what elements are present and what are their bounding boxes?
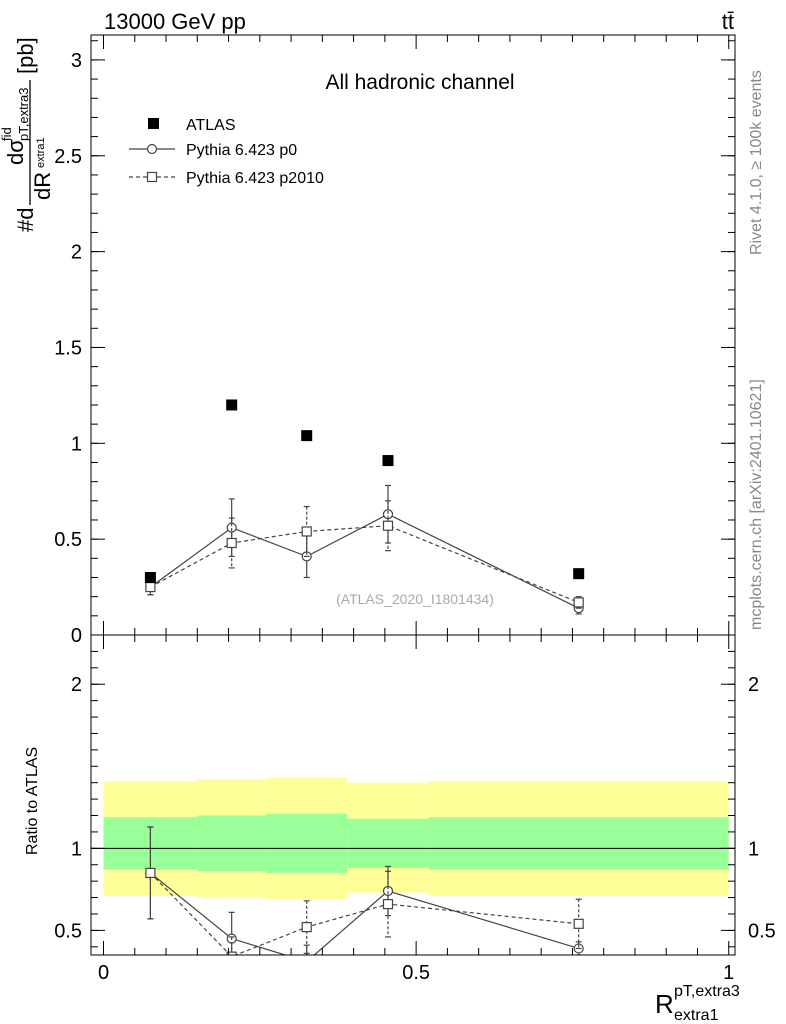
- ratio-band-inner: [428, 817, 729, 870]
- p2010-point: [301, 526, 312, 537]
- p2010-point: [226, 537, 237, 549]
- main-marks: [144, 399, 585, 615]
- atlas-data-point: [573, 568, 585, 580]
- atlas-data-point: [144, 571, 156, 583]
- ratio-p2010-point: [573, 918, 584, 929]
- ratio-band-inner: [197, 815, 267, 872]
- ratio-y-tick-label: 1: [71, 838, 82, 860]
- y-tick-label: 2.5: [54, 146, 82, 168]
- ratio-y-tick-label: 2: [71, 674, 82, 696]
- y-label-numerator-sup: fid: [0, 127, 14, 141]
- ratio-p0-point: [302, 957, 311, 966]
- legend-marker-atlas: [148, 118, 159, 129]
- x-label-main: R: [655, 989, 674, 1019]
- ratio-marks: [91, 777, 735, 966]
- rivet-version-label: Rivet 4.1.0, ≥ 100k events: [748, 70, 765, 255]
- y-tick-label: 1: [71, 433, 82, 455]
- ratio-p2010-point: [226, 951, 237, 955]
- ratio-y-tick-label-right: 0.5: [748, 920, 776, 942]
- ratio-y-tick-label-right: 2: [748, 674, 759, 696]
- channel-title: All hadronic channel: [325, 71, 514, 94]
- ratio-ticks: 0.5 0.5 1 1 2 2 0 0.5 1: [54, 634, 776, 984]
- ratio-frame: [90, 634, 736, 956]
- ratio-y-tick-label: 0.5: [54, 920, 82, 942]
- x-tick-label: 0.5: [402, 962, 430, 984]
- y-label-unit: [pb]: [13, 37, 38, 74]
- y-tick-label: 0: [71, 625, 82, 647]
- mcplots-label: mcplots.cern.ch [arXiv:2401.10621]: [748, 379, 765, 630]
- ratio-p2010-point: [145, 867, 156, 879]
- y-tick-label: 0.5: [54, 529, 82, 551]
- main-ticks: 0 0.5 1 1.5 2 2.5 3: [54, 35, 735, 647]
- y-label-denominator: dR: [30, 172, 55, 200]
- y-label-numerator: dσ: [3, 139, 28, 165]
- ratio-y-axis-label: Ratio to ATLAS: [24, 747, 41, 855]
- atlas-data-point: [226, 399, 238, 411]
- analysis-tag: (ATLAS_2020_I1801434): [336, 591, 494, 607]
- ratio-plot-area: [91, 777, 735, 966]
- x-axis-label: R pT,extra3 extra1: [655, 983, 740, 1024]
- legend-label-atlas: ATLAS: [186, 117, 236, 134]
- ratio-band-inner: [347, 818, 429, 869]
- y-label-denominator-sub: extra1: [35, 137, 47, 168]
- legend-label-p0: Pythia 6.423 p0: [186, 142, 297, 159]
- collision-label: 13000 GeV pp: [104, 9, 246, 34]
- legend-marker-p0: [146, 143, 158, 155]
- legend: ATLAS Pythia 6.423 p0 Pythia 6.423 p2010: [129, 117, 324, 187]
- y-label-prefix: #d: [13, 208, 38, 232]
- main-plot-area: [144, 399, 585, 615]
- ratio-panel: 0.5 0.5 1 1 2 2 0 0.5 1 Ratio to ATLAS R pT,extr…: [24, 634, 776, 1024]
- ratio-p2010-point: [382, 899, 394, 910]
- y-tick-label: 3: [71, 50, 82, 72]
- x-tick-label: 0: [98, 962, 109, 984]
- legend-label-p2010: Pythia 6.423 p2010: [186, 170, 324, 187]
- x-label-sup: pT,extra3: [674, 983, 740, 1000]
- ratio-y-tick-label-right: 1: [748, 838, 759, 860]
- p2010-point: [382, 520, 394, 531]
- ratio-band-inner: [266, 813, 348, 873]
- y-tick-label: 2: [71, 242, 82, 264]
- y-label-numerator-sub: pT,extra3: [16, 88, 31, 141]
- atlas-data-point: [301, 430, 313, 442]
- legend-marker-p2010: [146, 171, 158, 183]
- y-tick-label: 1.5: [54, 337, 82, 359]
- p2010-point: [573, 597, 584, 608]
- atlas-data-point: [382, 455, 394, 467]
- process-label: tt̄: [722, 9, 734, 34]
- main-panel: 0 0.5 1 1.5 2 2.5 3 All hadronic channel (ATLA…: [0, 34, 736, 647]
- x-tick-label: 1: [723, 962, 734, 984]
- ratio-p2010-point: [301, 922, 312, 933]
- p2010-point: [145, 581, 156, 593]
- x-label-sub: extra1: [674, 1007, 719, 1024]
- main-y-axis-label: #d dσ fid pT,extra3 dR extra1 [pb]: [0, 37, 55, 232]
